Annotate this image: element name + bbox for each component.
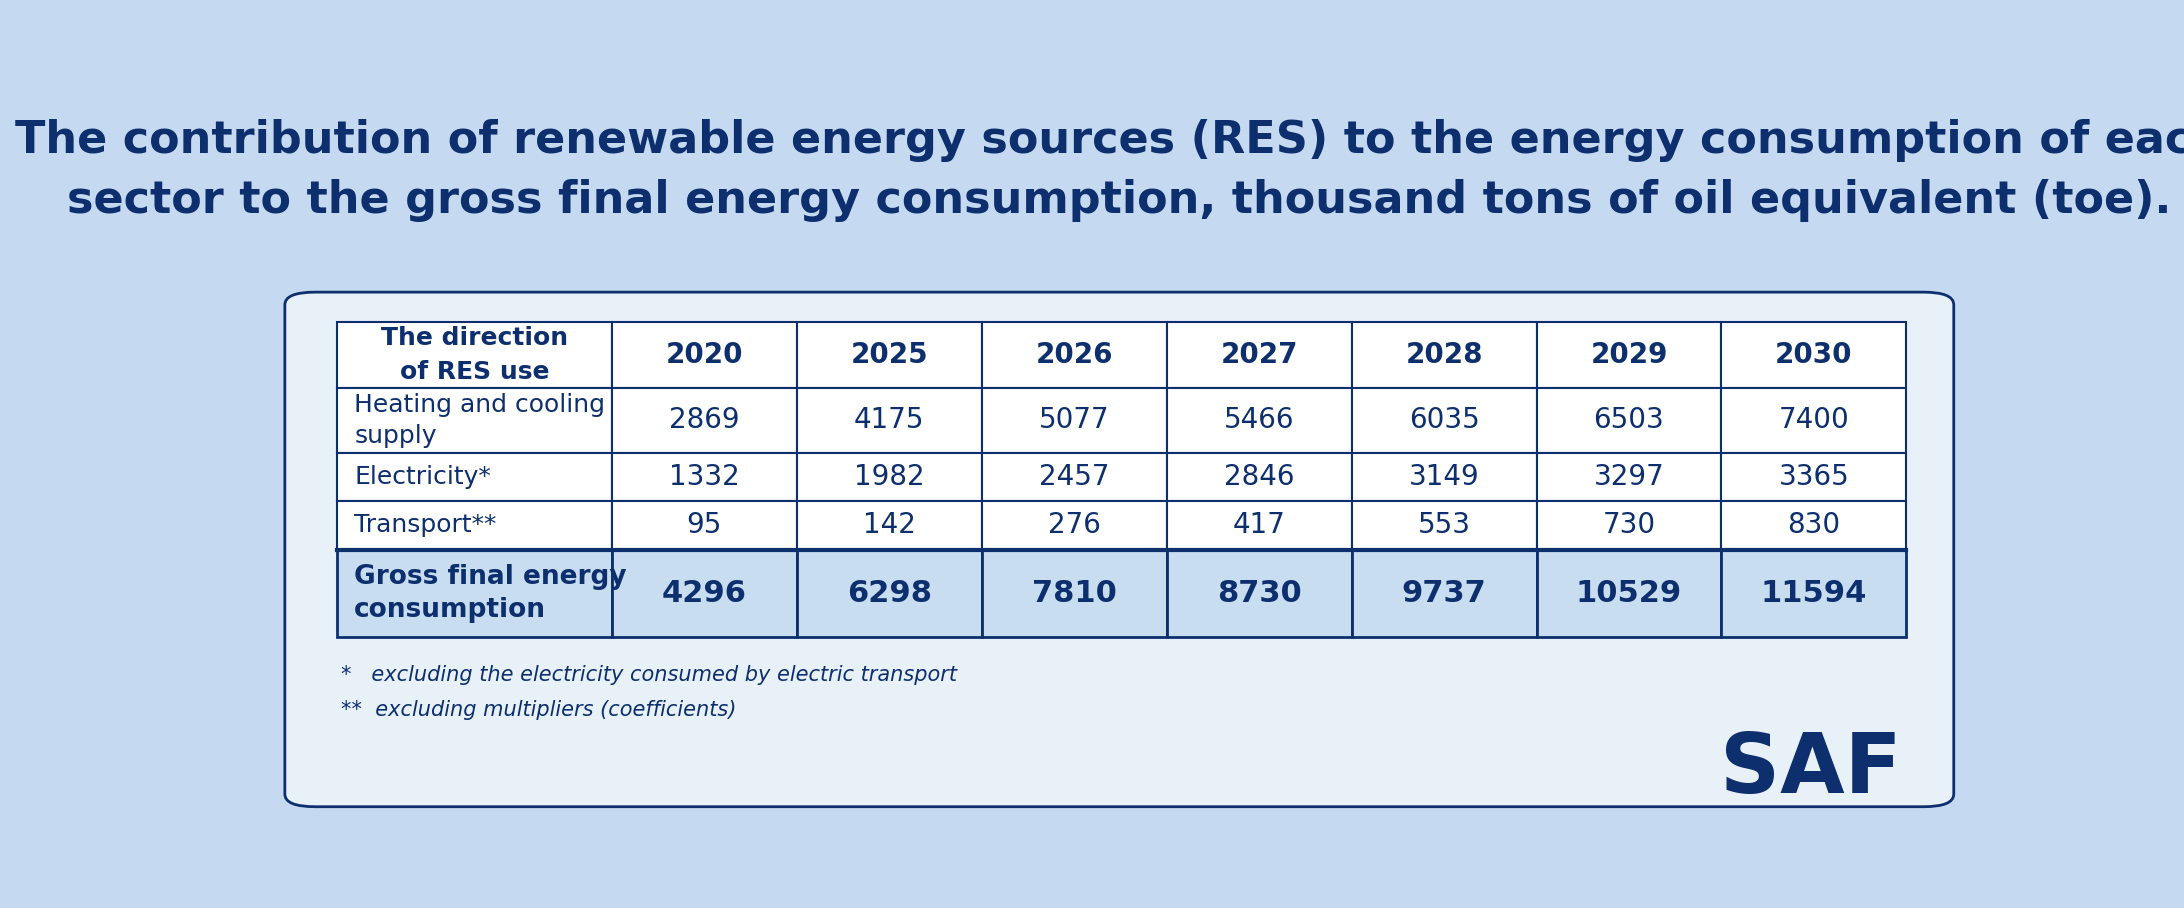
Bar: [612, 501, 797, 549]
Bar: [1352, 453, 1538, 501]
Text: 2846: 2846: [1223, 463, 1295, 491]
Text: 142: 142: [863, 511, 915, 539]
Bar: [336, 453, 612, 501]
Bar: [1721, 322, 1907, 388]
Text: 95: 95: [686, 511, 723, 539]
Text: 2020: 2020: [666, 340, 743, 369]
Text: 2457: 2457: [1040, 463, 1109, 491]
Text: SAF: SAF: [1719, 729, 1902, 810]
Text: Gross final energy
consumption: Gross final energy consumption: [354, 564, 627, 623]
FancyBboxPatch shape: [284, 292, 1955, 806]
Bar: [983, 322, 1166, 388]
Text: 830: 830: [1787, 511, 1841, 539]
Text: 5466: 5466: [1223, 406, 1295, 434]
Text: 6298: 6298: [847, 578, 933, 607]
Bar: [797, 501, 983, 549]
Text: 9737: 9737: [1402, 578, 1487, 607]
Text: 11594: 11594: [1760, 578, 1867, 607]
Text: 276: 276: [1048, 511, 1101, 539]
Bar: [336, 322, 612, 388]
Text: The contribution of renewable energy sources (RES) to the energy consumption of : The contribution of renewable energy sou…: [15, 120, 2184, 222]
Text: 3365: 3365: [1778, 463, 1850, 491]
Text: 2030: 2030: [1776, 340, 1852, 369]
Bar: [1721, 501, 1907, 549]
Bar: [1721, 388, 1907, 453]
Bar: [1538, 388, 1721, 453]
Text: 6503: 6503: [1594, 406, 1664, 434]
Text: 4175: 4175: [854, 406, 924, 434]
Text: 2029: 2029: [1590, 340, 1669, 369]
Text: 1982: 1982: [854, 463, 924, 491]
Bar: [1538, 322, 1721, 388]
Bar: [797, 388, 983, 453]
Bar: [1538, 501, 1721, 549]
Text: 2026: 2026: [1035, 340, 1114, 369]
Bar: [1721, 453, 1907, 501]
Bar: [1166, 453, 1352, 501]
Text: 8730: 8730: [1216, 578, 1302, 607]
Text: 7400: 7400: [1778, 406, 1850, 434]
Text: 2869: 2869: [668, 406, 740, 434]
Text: 5077: 5077: [1040, 406, 1109, 434]
Bar: [1166, 388, 1352, 453]
Bar: [1352, 501, 1538, 549]
Bar: [1166, 322, 1352, 388]
Text: 1332: 1332: [668, 463, 740, 491]
Text: 7810: 7810: [1031, 578, 1116, 607]
Bar: [1352, 322, 1538, 388]
Text: Heating and cooling
supply: Heating and cooling supply: [354, 393, 605, 448]
Bar: [797, 453, 983, 501]
Bar: [612, 388, 797, 453]
Text: 730: 730: [1603, 511, 1655, 539]
Bar: [1538, 453, 1721, 501]
Text: Transport**: Transport**: [354, 513, 496, 538]
Bar: [612, 322, 797, 388]
Text: 2028: 2028: [1404, 340, 1483, 369]
Text: *   excluding the electricity consumed by electric transport: * excluding the electricity consumed by …: [341, 666, 957, 686]
Bar: [336, 388, 612, 453]
Text: 3297: 3297: [1594, 463, 1664, 491]
Bar: [1166, 501, 1352, 549]
Text: 10529: 10529: [1577, 578, 1682, 607]
Text: 4296: 4296: [662, 578, 747, 607]
Text: 553: 553: [1417, 511, 1470, 539]
Bar: [983, 501, 1166, 549]
Bar: [983, 453, 1166, 501]
Text: 2025: 2025: [850, 340, 928, 369]
Text: The direction
of RES use: The direction of RES use: [380, 326, 568, 384]
Text: 6035: 6035: [1409, 406, 1479, 434]
Text: 3149: 3149: [1409, 463, 1479, 491]
Text: **  excluding multipliers (coefficients): ** excluding multipliers (coefficients): [341, 700, 736, 720]
Bar: [1352, 388, 1538, 453]
Bar: [983, 388, 1166, 453]
Bar: [336, 501, 612, 549]
Text: Electricity*: Electricity*: [354, 465, 491, 489]
Bar: [797, 322, 983, 388]
Bar: [612, 453, 797, 501]
Text: 417: 417: [1232, 511, 1286, 539]
Text: 2027: 2027: [1221, 340, 1297, 369]
